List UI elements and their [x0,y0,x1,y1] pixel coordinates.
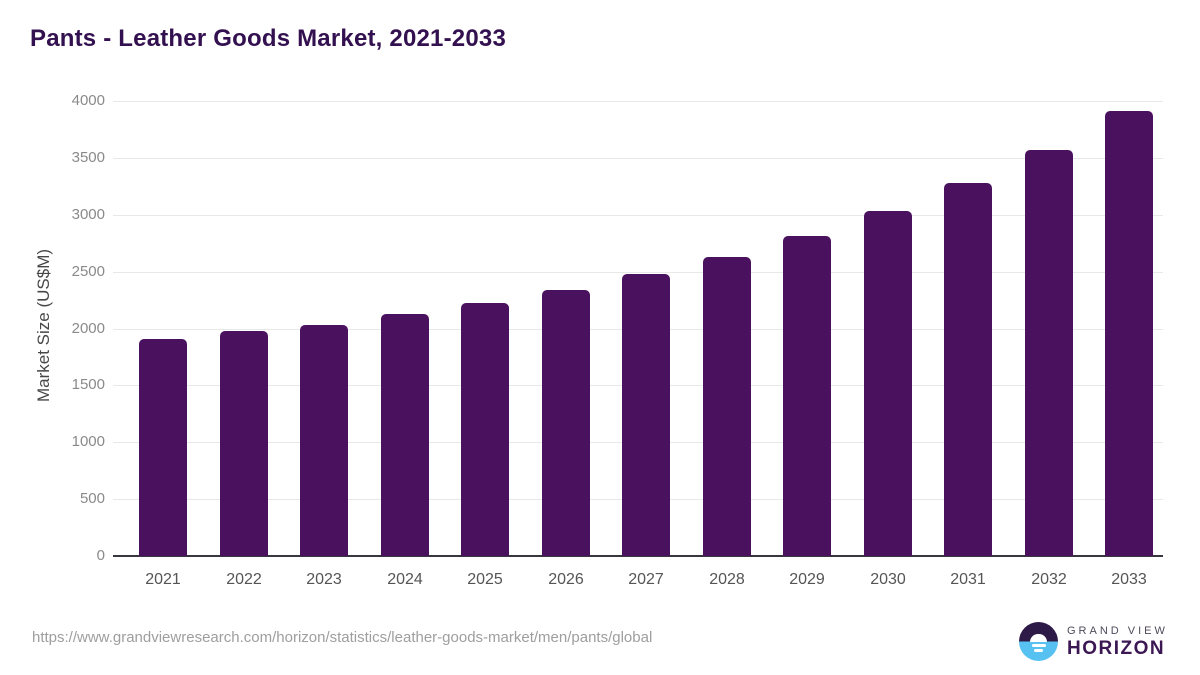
sun-reflection-line [1031,644,1046,647]
y-tick-label-500: 500 [79,490,105,507]
x-tick-label-2033: 2033 [1111,571,1147,588]
y-tick-label-4000: 4000 [71,92,105,109]
x-tick-label-2030: 2030 [870,571,906,588]
x-tick-label-2023: 2023 [306,571,342,588]
sun-icon [1030,633,1047,642]
gridline-4000 [113,101,1163,102]
chart-title: Pants - Leather Goods Market, 2021-2033 [30,25,506,52]
bar-2029[interactable] [783,236,831,556]
sun-reflection-line [1034,649,1043,652]
bar-2031[interactable] [944,183,992,556]
brand-name-top: GRAND VIEW [1067,624,1168,637]
bar-2026[interactable] [542,290,590,556]
bar-2030[interactable] [864,211,912,556]
bar-2028[interactable] [703,257,751,556]
brand-text: GRAND VIEW HORIZON [1067,625,1168,659]
x-tick-label-2032: 2032 [1031,571,1067,588]
x-tick-label-2026: 2026 [548,571,584,588]
x-tick-label-2029: 2029 [789,571,825,588]
y-tick-label-2500: 2500 [71,263,105,280]
x-axis-line [113,555,1163,557]
y-tick-label-0: 0 [96,547,105,564]
bar-2022[interactable] [220,331,268,556]
x-tick-label-2021: 2021 [145,571,181,588]
y-tick-label-1000: 1000 [71,433,105,450]
x-tick-label-2025: 2025 [467,571,503,588]
horizon-sun-logo-icon [1019,622,1058,661]
brand-logo: GRAND VIEW HORIZON [1019,622,1168,661]
x-tick-label-2024: 2024 [387,571,423,588]
x-tick-label-2022: 2022 [226,571,262,588]
x-tick-label-2027: 2027 [628,571,664,588]
y-tick-label-3500: 3500 [71,149,105,166]
x-tick-label-2031: 2031 [950,571,986,588]
bar-2024[interactable] [381,314,429,556]
brand-name-bottom: HORIZON [1067,637,1166,659]
gridline-3000 [113,215,1163,216]
bar-2027[interactable] [622,274,670,556]
bar-2025[interactable] [461,303,509,556]
y-tick-label-3000: 3000 [71,206,105,223]
bar-2032[interactable] [1025,150,1073,556]
bar-2021[interactable] [139,339,187,556]
x-tick-label-2028: 2028 [709,571,745,588]
bar-2023[interactable] [300,325,348,556]
bar-2033[interactable] [1105,111,1153,556]
y-tick-label-2000: 2000 [71,320,105,337]
gridline-3500 [113,158,1163,159]
source-url: https://www.grandviewresearch.com/horizo… [32,629,653,646]
y-tick-label-1500: 1500 [71,376,105,393]
gridline-2500 [113,272,1163,273]
